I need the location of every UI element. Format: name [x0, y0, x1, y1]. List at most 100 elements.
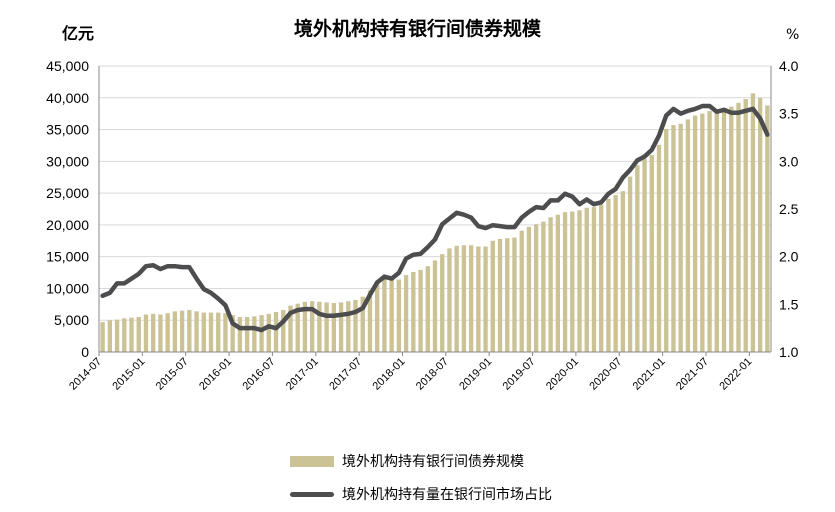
bar — [273, 311, 279, 352]
y-tick-label-right: 4.0 — [779, 58, 799, 74]
bar — [476, 246, 481, 352]
bar — [664, 128, 669, 352]
bar — [736, 102, 741, 353]
bar — [447, 248, 452, 352]
y-tick-label-left: 40,000 — [46, 90, 89, 106]
legend-line-swatch — [290, 491, 334, 497]
bar — [533, 224, 539, 352]
bar — [331, 303, 337, 352]
bar — [440, 254, 445, 352]
bar — [548, 217, 553, 352]
bar — [519, 230, 524, 352]
bar — [606, 198, 611, 352]
bar — [635, 165, 640, 352]
bar — [382, 278, 387, 352]
bar — [505, 238, 510, 352]
x-tick-label: 2014-07 — [67, 356, 104, 393]
bar — [468, 245, 474, 352]
y-tick-label-right: 3.0 — [779, 153, 799, 169]
bar — [396, 279, 402, 352]
bar — [627, 176, 633, 352]
y-tick-label-left: 35,000 — [46, 122, 89, 138]
bar — [237, 317, 243, 352]
bar — [562, 212, 568, 352]
x-tick-label: 2019-07 — [501, 356, 538, 393]
x-tick-label: 2016-01 — [197, 356, 234, 393]
bar — [526, 226, 532, 352]
bar — [555, 214, 561, 352]
x-tick-label: 2018-07 — [414, 356, 451, 393]
bar — [346, 301, 351, 352]
bar — [266, 313, 271, 352]
y-tick-label-right: 2.0 — [779, 249, 799, 265]
bar — [129, 317, 134, 352]
y-tick-label-right: 1.5 — [779, 296, 799, 312]
bar — [360, 296, 365, 352]
bar — [620, 191, 626, 352]
x-tick-label: 2021-01 — [631, 356, 668, 393]
bar — [454, 245, 459, 352]
y-tick-label-left: 20,000 — [46, 217, 89, 233]
legend-bar-swatch — [290, 455, 334, 467]
bar — [714, 109, 719, 353]
bar — [375, 282, 380, 352]
y-tick-label-left: 15,000 — [46, 249, 89, 265]
x-tick-label: 2020-07 — [587, 356, 624, 393]
ratio-line — [100, 103, 770, 333]
bar — [418, 270, 423, 352]
bar — [721, 107, 727, 353]
x-tick-label: 2016-07 — [241, 356, 278, 393]
bar — [642, 158, 647, 352]
x-tick-label: 2020-01 — [544, 356, 581, 393]
bar — [208, 312, 214, 352]
bar — [187, 310, 192, 352]
bar — [309, 301, 315, 352]
y-tick-label-right: 2.5 — [779, 201, 799, 217]
bar — [512, 237, 517, 352]
bar — [729, 106, 734, 352]
bar — [201, 312, 206, 352]
bar — [613, 195, 618, 352]
bar — [411, 271, 416, 352]
right-axis-unit: % — [786, 27, 800, 43]
bar — [707, 111, 712, 352]
bar — [143, 314, 149, 352]
bar — [324, 302, 329, 352]
bar — [114, 319, 120, 352]
bar — [338, 302, 344, 352]
x-tick-label: 2017-01 — [284, 356, 321, 393]
bar — [497, 238, 503, 352]
y-tick-label-left: 45,000 — [46, 58, 89, 74]
bar — [483, 246, 488, 352]
bar — [165, 313, 170, 352]
bar — [577, 210, 582, 352]
y-tick-label-right: 1.0 — [779, 344, 799, 360]
bar-series — [100, 93, 770, 353]
x-tick-label: 2018-01 — [371, 356, 408, 393]
bar — [671, 125, 676, 353]
y-tick-label-left: 0 — [81, 344, 89, 360]
bar — [194, 311, 199, 352]
bar — [223, 313, 228, 352]
bar — [389, 278, 394, 352]
bar — [288, 305, 293, 352]
y-tick-label-left: 5,000 — [54, 312, 89, 328]
bar — [158, 314, 163, 352]
bar — [678, 123, 683, 352]
bar — [353, 299, 358, 352]
y-tick-label-left: 10,000 — [46, 280, 89, 296]
bar — [432, 260, 438, 352]
y-tick-label-right: 3.5 — [779, 106, 799, 122]
x-axis-ticks: 2014-07 2015-01 2015-07 2016-01 2016-07 2017-… — [67, 352, 754, 393]
legend-label-bars: 境外机构持有银行间债券规模 — [342, 454, 524, 470]
bar — [302, 301, 308, 352]
bar — [584, 207, 589, 352]
legend-item-bars: 境外机构持有银行间债券规模 — [290, 451, 524, 471]
bar — [122, 318, 127, 352]
legend-item-line: 境外机构持有量在银行间市场占比 — [290, 484, 552, 504]
bar — [692, 115, 698, 352]
bar — [100, 322, 105, 352]
bar — [295, 303, 300, 352]
bar — [656, 144, 662, 352]
bar — [461, 245, 467, 352]
